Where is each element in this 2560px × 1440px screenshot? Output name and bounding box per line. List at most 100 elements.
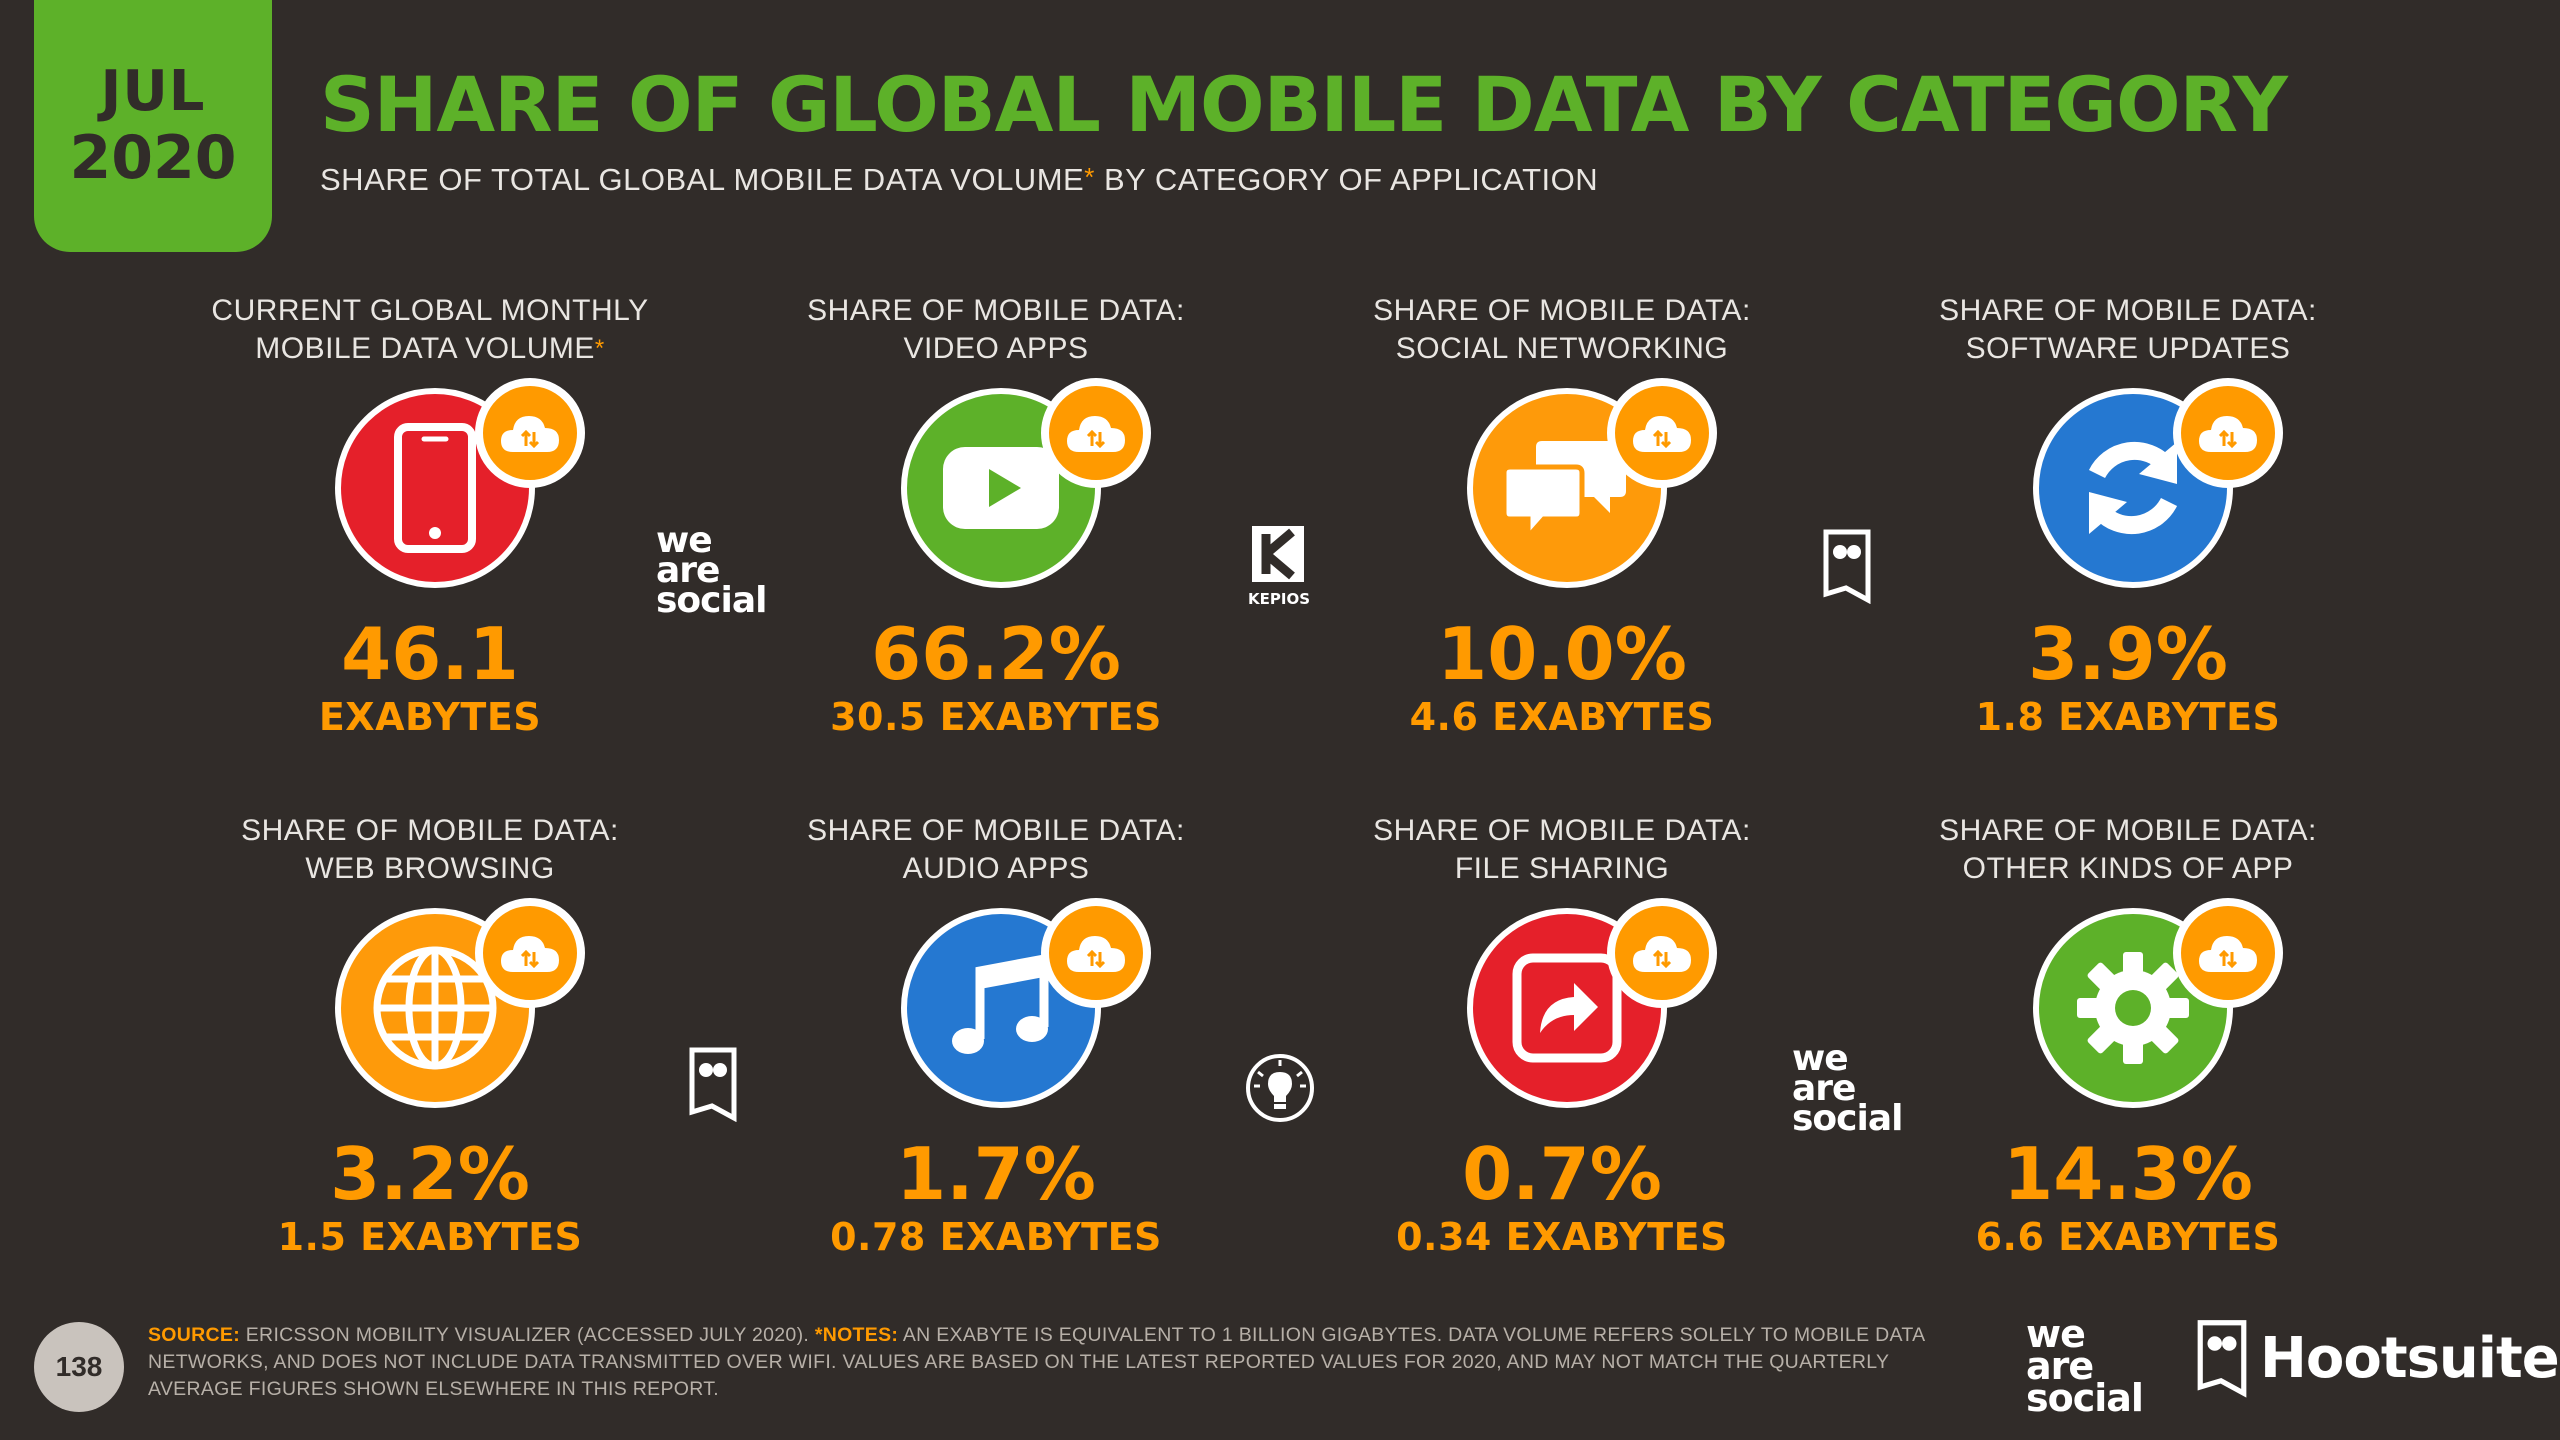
- we-are-social-logo: we are social: [1792, 1038, 1903, 1139]
- stat-icon-group: [295, 898, 585, 1128]
- stat-video-apps: SHARE OF MOBILE DATA: VIDEO APPS 66.2% 3…: [716, 292, 1276, 740]
- stat-label-line2: SOCIAL NETWORKING: [1395, 332, 1729, 365]
- hootsuite-logo: Hootsuite®: [2194, 1318, 2560, 1398]
- stat-value: 66.2%: [871, 612, 1121, 696]
- hootsuite-wordmark: Hootsuite: [2260, 1325, 2560, 1391]
- logo-word-we: we: [2026, 1312, 2086, 1356]
- play-icon: [901, 388, 1101, 588]
- kepios-logo: KEPIOS: [1248, 524, 1310, 608]
- page-title: SHARE OF GLOBAL MOBILE DATA BY CATEGORY: [320, 60, 2288, 149]
- stat-label: SHARE OF MOBILE DATA: WEB BROWSING: [150, 812, 710, 888]
- notes-label: *NOTES:: [814, 1324, 899, 1346]
- source-text: ERICSSON MOBILITY VISUALIZER (ACCESSED J…: [240, 1324, 815, 1346]
- stat-icon-group: [1993, 898, 2283, 1128]
- stat-label-line2: FILE SHARING: [1454, 852, 1670, 885]
- we-are-social-footer-logo: we are social: [2026, 1312, 2144, 1420]
- stat-label: SHARE OF MOBILE DATA: OTHER KINDS OF APP: [1848, 812, 2408, 888]
- stat-label: SHARE OF MOBILE DATA: VIDEO APPS: [716, 292, 1276, 368]
- cloud-sync-icon: [2173, 898, 2283, 1008]
- stat-value: 10.0%: [1437, 612, 1687, 696]
- stat-icon-group: [295, 378, 585, 608]
- stat-data-volume: CURRENT GLOBAL MONTHLY MOBILE DATA VOLUM…: [150, 292, 710, 740]
- stat-unit: EXABYTES: [318, 695, 542, 739]
- stat-label-line1: SHARE OF MOBILE DATA:: [241, 814, 619, 847]
- subtitle-asterisk: *: [1084, 162, 1095, 192]
- logo-word-we: we: [656, 520, 713, 561]
- stat-icon-group: [1427, 898, 1717, 1128]
- logo-word-social: social: [656, 580, 767, 621]
- stat-other-apps: SHARE OF MOBILE DATA: OTHER KINDS OF APP…: [1848, 812, 2408, 1260]
- subtitle-text: SHARE OF TOTAL GLOBAL MOBILE DATA VOLUME: [320, 162, 1085, 197]
- cloud-sync-icon: [1607, 898, 1717, 1008]
- cloud-sync-icon: [475, 898, 585, 1008]
- subtitle-text-2: BY CATEGORY OF APPLICATION: [1094, 162, 1599, 197]
- logo-word-are: are: [656, 550, 720, 591]
- page-number: 138: [34, 1322, 124, 1412]
- kepios-mark-icon: [1252, 526, 1304, 582]
- stat-value: 14.3%: [2003, 1132, 2253, 1216]
- stat-label: SHARE OF MOBILE DATA: FILE SHARING: [1282, 812, 1842, 888]
- kepios-wordmark: KEPIOS: [1248, 590, 1310, 608]
- stat-value: 46.1: [341, 612, 519, 696]
- stat-value: 3.2%: [330, 1132, 530, 1216]
- stat-icon-group: [861, 898, 1151, 1128]
- stat-label: SHARE OF MOBILE DATA: AUDIO APPS: [716, 812, 1276, 888]
- stat-label-line1: SHARE OF MOBILE DATA:: [807, 814, 1185, 847]
- stat-label-line2: MOBILE DATA VOLUME: [255, 332, 595, 365]
- hootsuite-owl-icon: [2197, 1320, 2247, 1398]
- stat-software-updates: SHARE OF MOBILE DATA: SOFTWARE UPDATES 3…: [1848, 292, 2408, 740]
- lightbulb-icon: [1244, 1052, 1316, 1128]
- stat-icon-group: [1993, 378, 2283, 608]
- stat-label-line1: SHARE OF MOBILE DATA:: [1939, 294, 2317, 327]
- stat-label-line1: SHARE OF MOBILE DATA:: [1373, 294, 1751, 327]
- cloud-sync-icon: [475, 378, 585, 488]
- stat-label-line2: VIDEO APPS: [903, 332, 1089, 365]
- notes-text: AN EXABYTE IS EQUIVALENT TO 1 BILLION GI…: [148, 1324, 1925, 1400]
- stat-unit: 1.8 EXABYTES: [1975, 695, 2281, 739]
- stat-label-line2: OTHER KINDS OF APP: [1962, 852, 2294, 885]
- date-badge: JUL 2020: [34, 0, 272, 252]
- logo-word-social: social: [2026, 1376, 2144, 1420]
- globe-icon: [335, 908, 535, 1108]
- source-footnote: SOURCE: ERICSSON MOBILITY VISUALIZER (AC…: [148, 1322, 1988, 1403]
- hootsuite-owl-icon: [686, 1046, 740, 1126]
- stat-label: SHARE OF MOBILE DATA: SOFTWARE UPDATES: [1848, 292, 2408, 368]
- logo-word-are: are: [2026, 1344, 2094, 1388]
- stat-unit: 6.6 EXABYTES: [1975, 1215, 2281, 1259]
- share-arrow-icon: [1467, 908, 1667, 1108]
- stat-label-line2: WEB BROWSING: [305, 852, 555, 885]
- stat-audio-apps: SHARE OF MOBILE DATA: AUDIO APPS 1.7% 0.…: [716, 812, 1276, 1260]
- stat-label-line1: CURRENT GLOBAL MONTHLY: [211, 294, 649, 327]
- trademark-symbol: ®: [2559, 1337, 2560, 1356]
- stat-label-line2: AUDIO APPS: [902, 852, 1090, 885]
- stat-value: 3.9%: [2028, 612, 2228, 696]
- stat-unit: 30.5 EXABYTES: [830, 695, 1162, 739]
- stat-value: 0.7%: [1462, 1132, 1662, 1216]
- logo-word-are: are: [1792, 1068, 1856, 1109]
- stat-file-sharing: SHARE OF MOBILE DATA: FILE SHARING 0.7% …: [1282, 812, 1842, 1260]
- logo-word-we: we: [1792, 1038, 1849, 1079]
- stat-label-line1: SHARE OF MOBILE DATA:: [807, 294, 1185, 327]
- cloud-sync-icon: [1041, 378, 1151, 488]
- stat-unit: 0.34 EXABYTES: [1396, 1215, 1728, 1259]
- stat-social-networking: SHARE OF MOBILE DATA: SOCIAL NETWORKING …: [1282, 292, 1842, 740]
- stat-icon-group: [861, 378, 1151, 608]
- refresh-icon: [2033, 388, 2233, 588]
- stat-web-browsing: SHARE OF MOBILE DATA: WEB BROWSING 3.2% …: [150, 812, 710, 1260]
- stat-value: 1.7%: [896, 1132, 1096, 1216]
- stat-unit: 1.5 EXABYTES: [277, 1215, 583, 1259]
- we-are-social-logo: we are social: [656, 520, 767, 621]
- date-year: 2020: [69, 123, 237, 193]
- stat-label-line1: SHARE OF MOBILE DATA:: [1373, 814, 1751, 847]
- source-label: SOURCE:: [148, 1324, 241, 1346]
- cloud-sync-icon: [1607, 378, 1717, 488]
- stat-label-asterisk: *: [594, 335, 605, 362]
- stat-label-line1: SHARE OF MOBILE DATA:: [1939, 814, 2317, 847]
- hootsuite-owl-icon: [1820, 528, 1874, 608]
- cloud-sync-icon: [1041, 898, 1151, 1008]
- date-month: JUL: [100, 59, 206, 124]
- stat-label: SHARE OF MOBILE DATA: SOCIAL NETWORKING: [1282, 292, 1842, 368]
- page-subtitle: SHARE OF TOTAL GLOBAL MOBILE DATA VOLUME…: [320, 162, 1598, 198]
- logo-word-social: social: [1792, 1098, 1903, 1139]
- stat-unit: 4.6 EXABYTES: [1409, 695, 1715, 739]
